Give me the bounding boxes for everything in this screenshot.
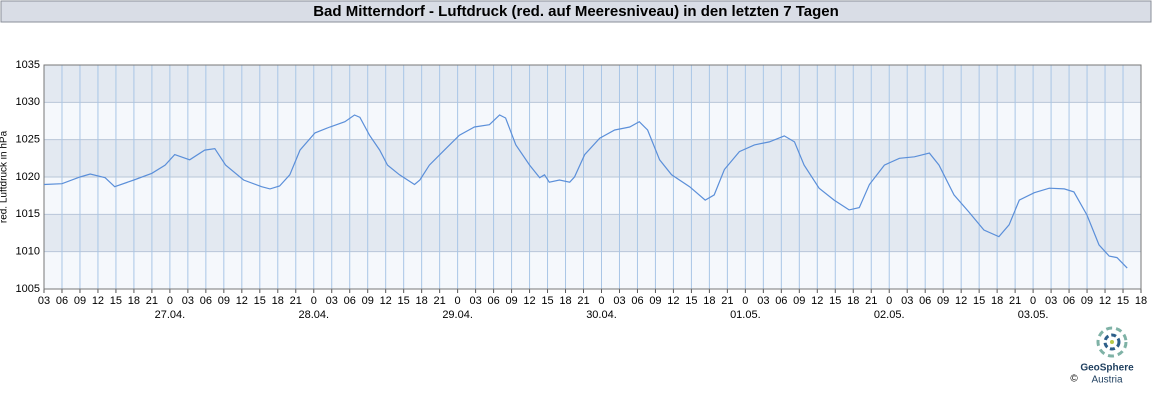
copyright: © — [1070, 374, 1078, 385]
x-tick-label: 09 — [505, 295, 517, 307]
x-tick-label: 03 — [326, 295, 338, 307]
plot-frame — [43, 64, 1142, 290]
logo-name: GeoSphere — [1080, 363, 1134, 374]
y-tick-label: 1015 — [16, 208, 40, 220]
x-tick-label: 12 — [811, 295, 823, 307]
band — [44, 102, 1141, 140]
logo-mark — [1110, 340, 1114, 344]
x-tick-label: 0 — [1030, 295, 1036, 307]
x-tick-label: 06 — [631, 295, 643, 307]
y-tick-label: 1030 — [16, 96, 40, 108]
x-tick-label: 09 — [793, 295, 805, 307]
x-tick-label: 18 — [559, 295, 571, 307]
band — [44, 251, 1141, 289]
x-date-label: 02.05. — [874, 309, 905, 321]
x-tick-label: 12 — [523, 295, 535, 307]
x-tick-label: 09 — [649, 295, 661, 307]
x-tick-label: 21 — [721, 295, 733, 307]
x-tick-label: 21 — [865, 295, 877, 307]
y-tick-label: 1025 — [16, 134, 40, 146]
x-tick-label: 21 — [290, 295, 302, 307]
x-date-label: 28.04. — [298, 309, 329, 321]
x-tick-label: 15 — [685, 295, 697, 307]
x-tick-label: 06 — [344, 295, 356, 307]
x-tick-label: 09 — [937, 295, 949, 307]
y-tick-label: 1020 — [16, 171, 40, 183]
y-tick-label: 1005 — [16, 283, 40, 295]
x-tick-label: 03 — [613, 295, 625, 307]
x-tick-label: 18 — [991, 295, 1003, 307]
x-tick-label: 09 — [362, 295, 374, 307]
x-tick-label: 18 — [416, 295, 428, 307]
x-date-label: 30.04. — [586, 309, 617, 321]
x-tick-label: 09 — [1081, 295, 1093, 307]
x-tick-label: 03 — [182, 295, 194, 307]
x-tick-label: 21 — [146, 295, 158, 307]
x-tick-label: 15 — [541, 295, 553, 307]
x-tick-label: 0 — [455, 295, 461, 307]
x-tick-label: 15 — [110, 295, 122, 307]
x-tick-label: 09 — [74, 295, 86, 307]
x-tick-label: 18 — [1135, 295, 1147, 307]
x-date-label: 03.05. — [1018, 309, 1049, 321]
x-tick-label: 0 — [167, 295, 173, 307]
x-tick-label: 06 — [56, 295, 68, 307]
x-tick-label: 12 — [236, 295, 248, 307]
x-tick-label: 0 — [311, 295, 317, 307]
x-tick-label: 06 — [919, 295, 931, 307]
y-tick-label: 1035 — [16, 59, 40, 71]
line — [43, 114, 1128, 269]
logo — [1096, 326, 1128, 358]
x-tick-label: 21 — [434, 295, 446, 307]
y-axis-label: red. Luftdruck in hPa — [0, 130, 10, 223]
x-tick-label: 03 — [38, 295, 50, 307]
y-tick-label: 1010 — [16, 246, 40, 258]
x-tick-label: 06 — [487, 295, 499, 307]
x-tick-label: 18 — [128, 295, 140, 307]
x-tick-label: 03 — [469, 295, 481, 307]
logo-sub: Austria — [1091, 375, 1123, 386]
x-tick-label: 21 — [1009, 295, 1021, 307]
x-tick-label: 12 — [667, 295, 679, 307]
x-tick-label: 06 — [1063, 295, 1075, 307]
x-tick-label: 15 — [973, 295, 985, 307]
band — [44, 65, 1141, 103]
x-tick-label: 06 — [775, 295, 787, 307]
logo-mark — [1103, 333, 1121, 351]
chart-title: Bad Mitterndorf - Luftdruck (red. auf Me… — [313, 3, 839, 20]
x-tick-label: 12 — [92, 295, 104, 307]
x-tick-label: 06 — [200, 295, 212, 307]
x-date-label: 27.04. — [155, 309, 186, 321]
x-tick-label: 12 — [955, 295, 967, 307]
x-tick-label: 12 — [380, 295, 392, 307]
band — [44, 214, 1141, 252]
logo-mark — [1096, 326, 1128, 358]
x-tick-label: 15 — [829, 295, 841, 307]
x-tick-label: 0 — [886, 295, 892, 307]
band — [44, 177, 1141, 215]
x-tick-label: 03 — [901, 295, 913, 307]
x-tick-label: 18 — [703, 295, 715, 307]
x-tick-label: 12 — [1099, 295, 1111, 307]
x-date-label: 01.05. — [730, 309, 761, 321]
x-tick-label: 0 — [742, 295, 748, 307]
x-tick-label: 03 — [757, 295, 769, 307]
x-tick-label: 21 — [577, 295, 589, 307]
x-tick-label: 0 — [598, 295, 604, 307]
x-tick-label: 03 — [1045, 295, 1057, 307]
x-tick-label: 15 — [398, 295, 410, 307]
x-tick-label: 15 — [254, 295, 266, 307]
title-bar — [0, 0, 1152, 23]
x-tick-label: 15 — [1117, 295, 1129, 307]
x-tick-label: 18 — [847, 295, 859, 307]
x-tick-label: 09 — [218, 295, 230, 307]
x-date-label: 29.04. — [442, 309, 473, 321]
x-tick-label: 18 — [272, 295, 284, 307]
